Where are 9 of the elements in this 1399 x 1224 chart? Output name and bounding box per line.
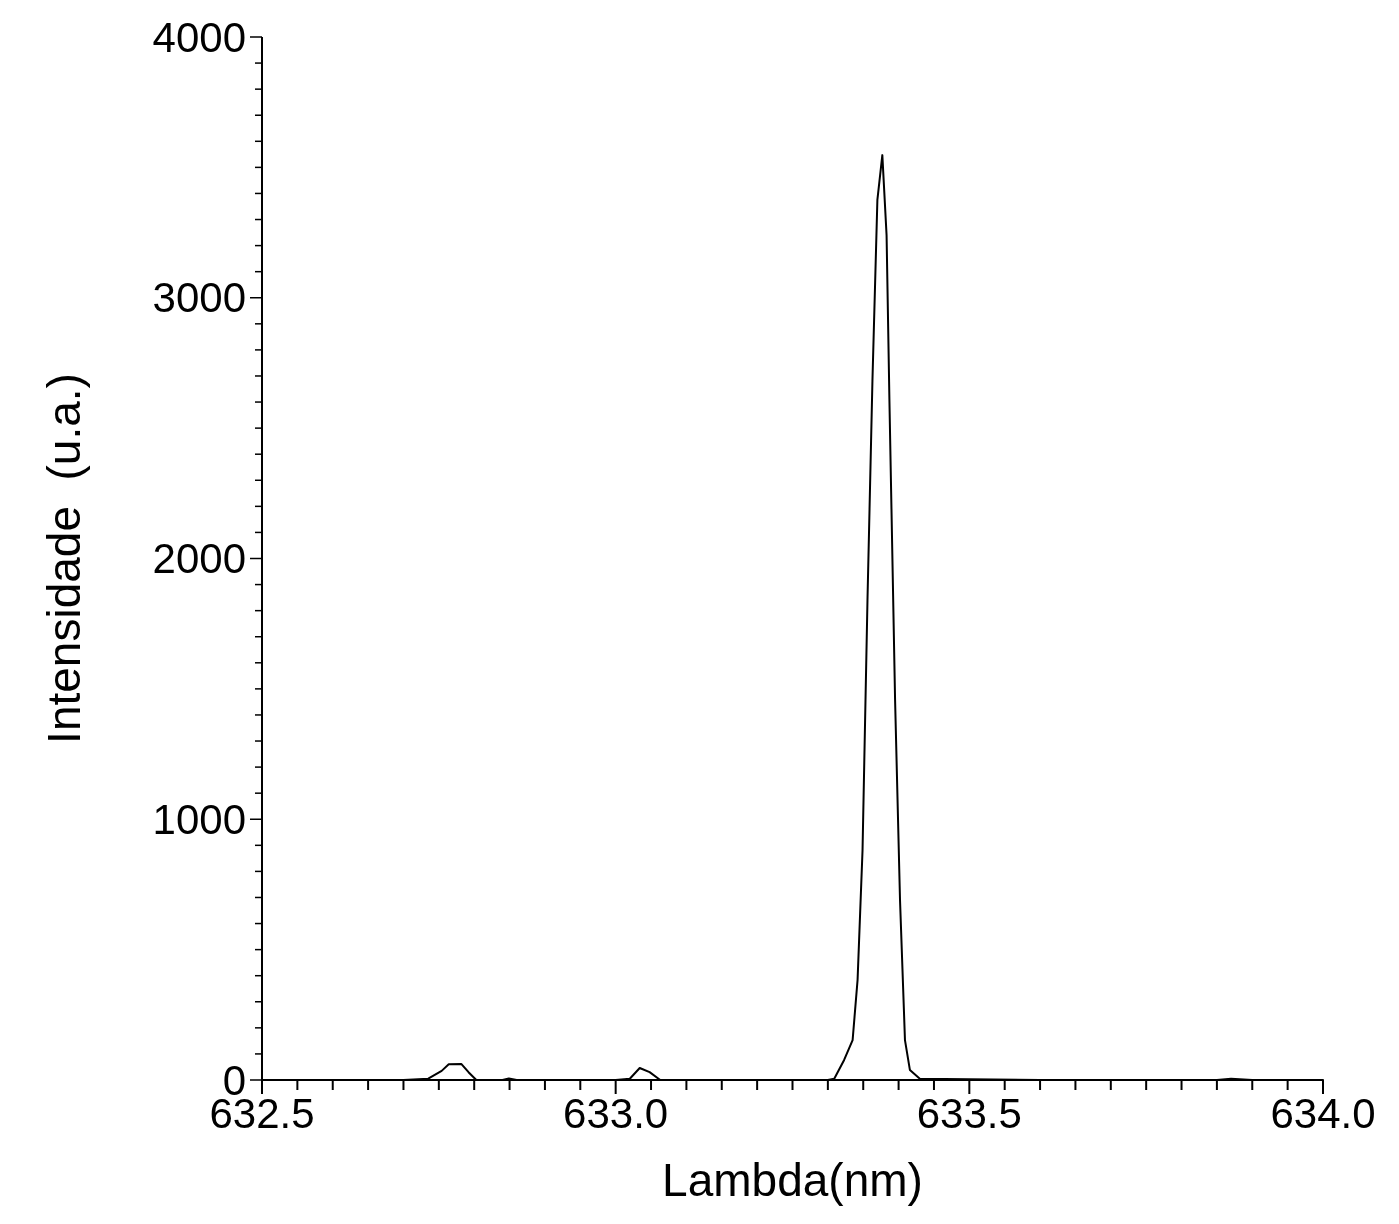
y-axis-title: Intensidade (u.a.) xyxy=(38,373,90,744)
x-axis-title: Lambda(nm) xyxy=(662,1154,923,1206)
y-tick-label: 2000 xyxy=(152,535,246,583)
x-tick-label: 633.0 xyxy=(563,1090,669,1137)
y-tick-label: 4000 xyxy=(152,13,246,61)
y-tick-label: 1000 xyxy=(152,795,246,843)
y-tick-label: 3000 xyxy=(152,274,246,322)
x-tick-label: 633.5 xyxy=(916,1090,1022,1137)
x-tick-label: 634.0 xyxy=(1270,1090,1376,1137)
